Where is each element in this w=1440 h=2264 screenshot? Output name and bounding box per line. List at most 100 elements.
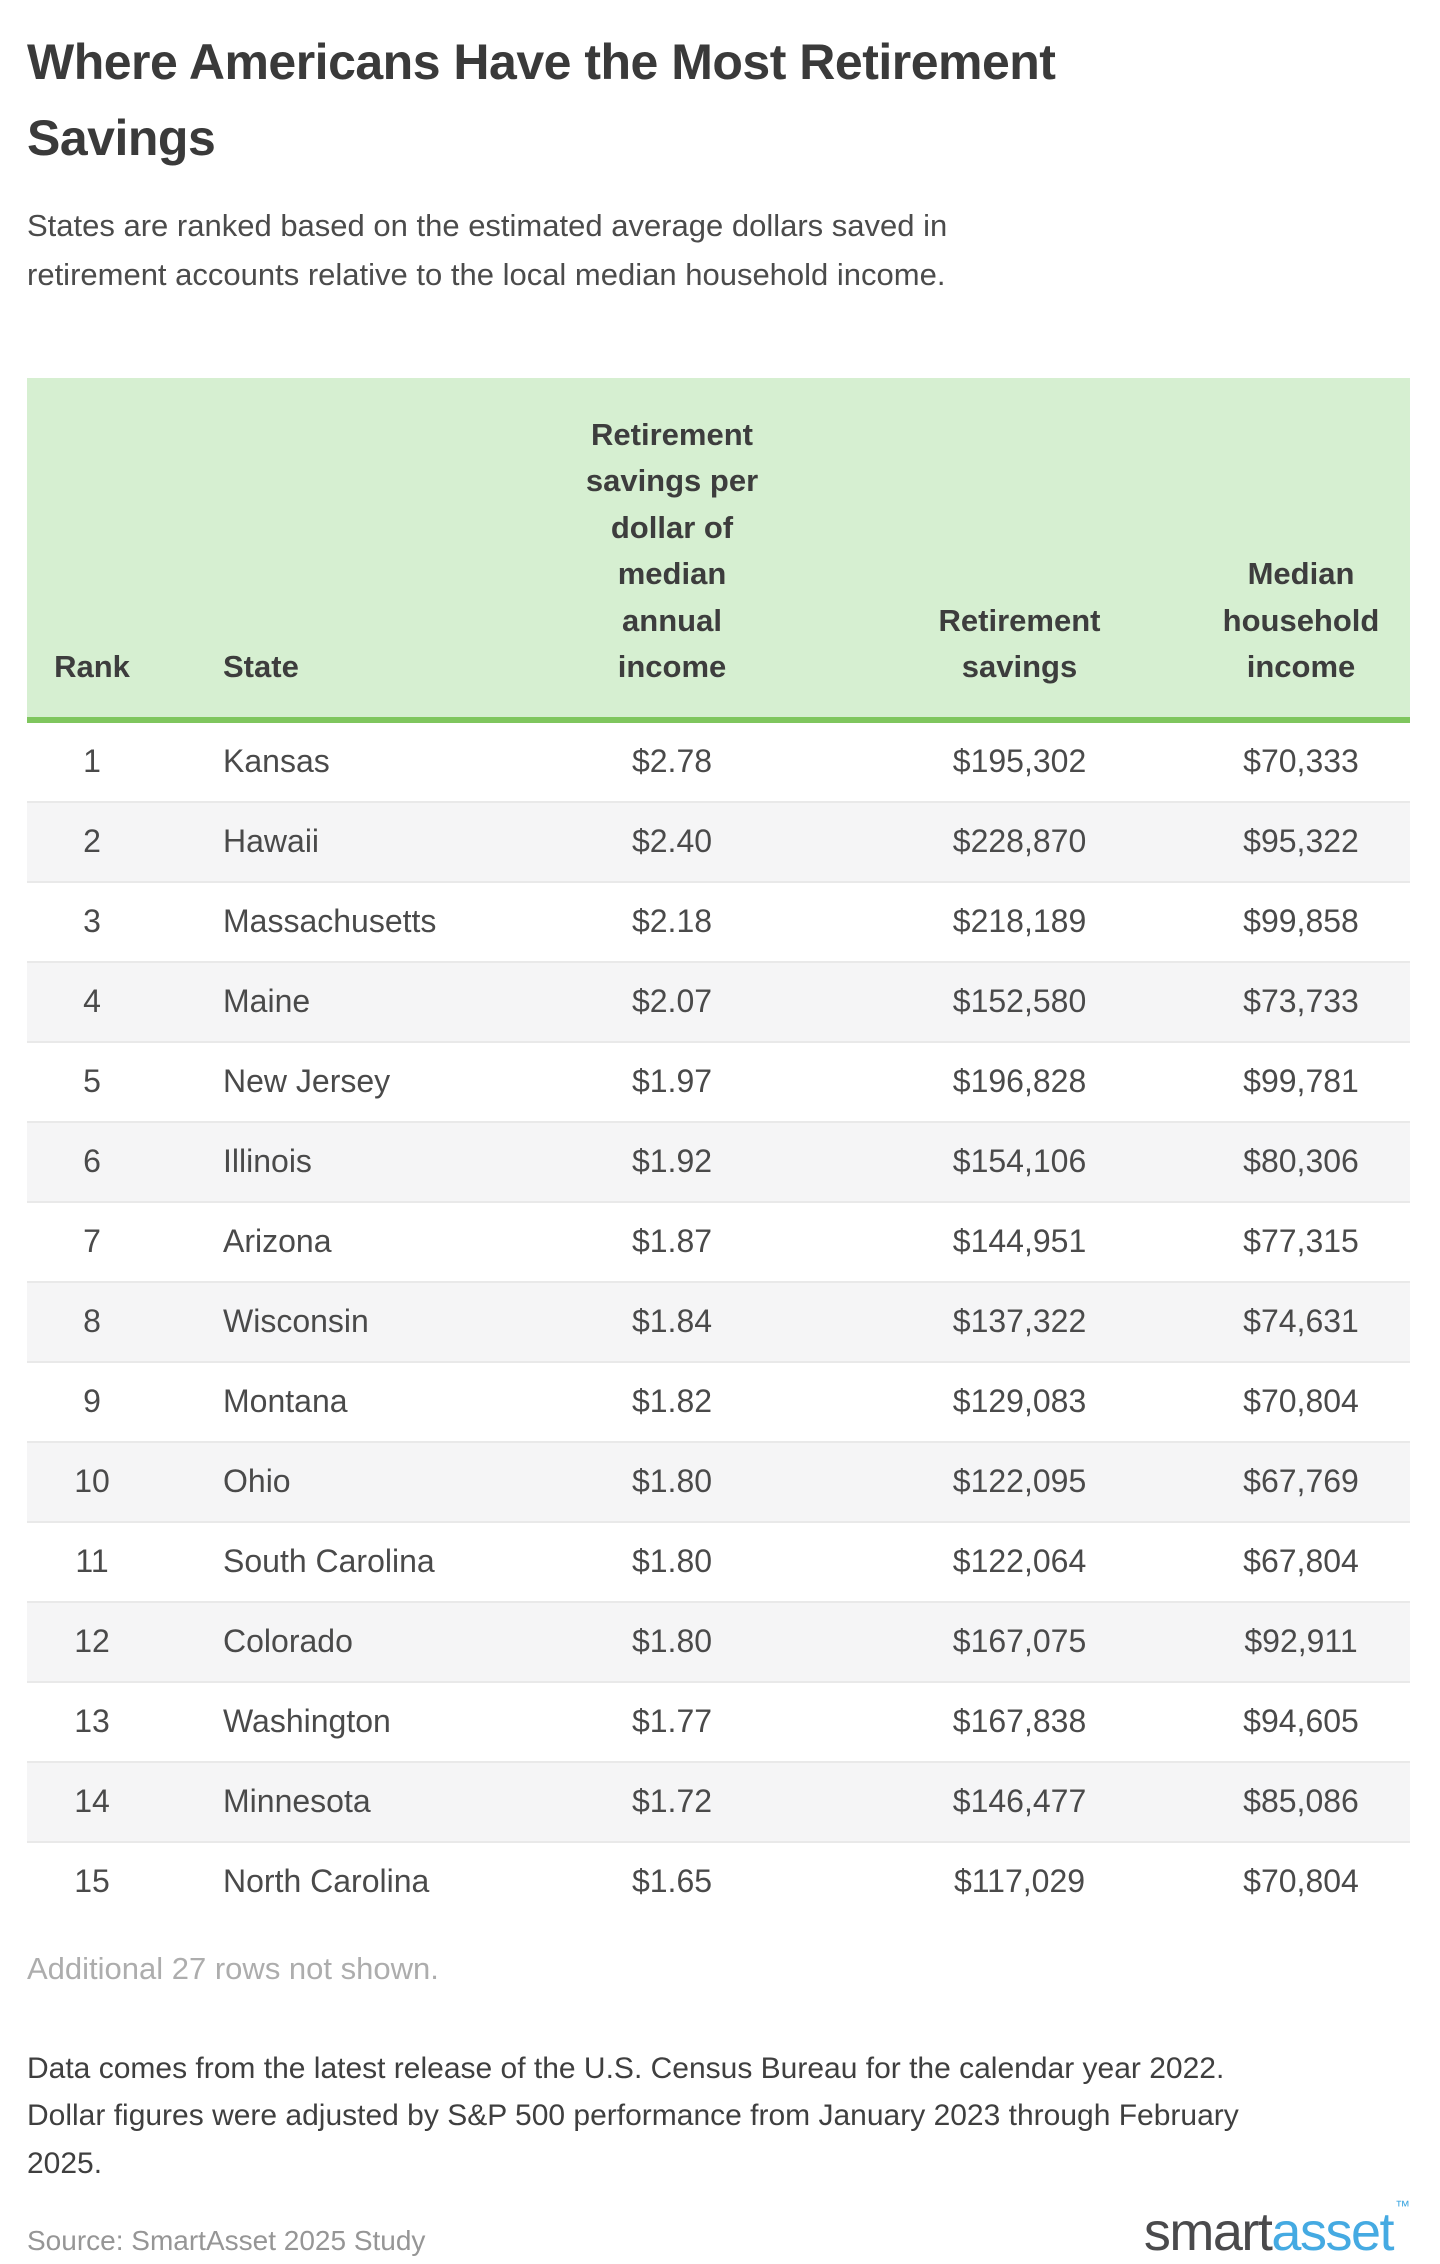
cell-rank: 10 [74,1463,110,1500]
cell-income: $70,804 [1243,1863,1359,1900]
cell-ratio: $1.65 [631,1863,713,1900]
table-row: 5 New Jersey $1.97 $196,828 $99,781 [27,1041,1410,1122]
cell-savings: $152,580 [952,983,1087,1020]
table-row: 3 Massachusetts $2.18 $218,189 $99,858 [27,881,1410,962]
cell-state: Ohio [223,1463,291,1500]
cell-income: $70,333 [1243,743,1359,780]
table-row: 4 Maine $2.07 $152,580 $73,733 [27,961,1410,1042]
rankings-table: Rank State Retirement savings per dollar… [27,377,1410,1921]
cell-ratio: $1.80 [631,1623,713,1660]
smartasset-logo: smartasset ™ [1143,2199,1410,2263]
cell-rank: 12 [74,1623,110,1660]
column-header-median-income-label: Median household income [1222,556,1380,685]
trademark-symbol: ™ [1395,2198,1410,2216]
cell-rank: 8 [83,1303,101,1340]
cell-rank: 13 [74,1703,110,1740]
logo-text-smart: smart [1143,2202,1273,2263]
cell-income: $95,322 [1243,823,1359,860]
table-header: Rank State Retirement savings per dollar… [27,377,1410,723]
table-row: 15 North Carolina $1.65 $117,029 $70,804 [27,1841,1410,1921]
cell-income: $77,315 [1243,1223,1359,1260]
table-row: 2 Hawaii $2.40 $228,870 $95,322 [27,801,1410,882]
column-header-retirement-savings: Retirement savings [847,377,1192,723]
cell-rank: 5 [83,1063,101,1100]
cell-ratio: $1.77 [631,1703,713,1740]
cell-state: Hawaii [223,823,320,860]
cell-savings: $154,106 [952,1143,1087,1180]
cell-ratio: $1.97 [631,1063,713,1100]
cell-income: $73,733 [1243,983,1359,1020]
cell-income: $94,605 [1243,1703,1359,1740]
page-title: Where Americans Have the Most Retirement… [27,34,1056,166]
cell-savings: $129,083 [952,1383,1087,1420]
cell-ratio: $1.92 [631,1143,713,1180]
column-header-retirement-savings-label: Retirement savings [938,602,1101,685]
cell-ratio: $2.18 [631,903,713,940]
cell-savings: $122,095 [952,1463,1087,1500]
table-row: 7 Arizona $1.87 $144,951 $77,315 [27,1201,1410,1282]
cell-state: Wisconsin [223,1303,369,1340]
table-body: 1 Kansas $2.78 $195,302 $70,333 2 Hawaii $2.40 $… [27,719,1410,1921]
cell-savings: $195,302 [952,743,1087,780]
cell-ratio: $1.84 [631,1303,713,1340]
footer: Source: SmartAsset 2025 Study smartasset… [27,2199,1410,2263]
cell-state: South Carolina [223,1543,435,1580]
logo-text-asset: asset [1271,2202,1394,2263]
cell-ratio: $1.80 [631,1543,713,1580]
cell-savings: $196,828 [952,1063,1087,1100]
cell-state: Illinois [223,1143,312,1180]
cell-income: $92,911 [1244,1623,1358,1660]
cell-ratio: $1.80 [631,1463,713,1500]
column-header-savings-per-dollar-label: Retirement savings per dollar of median … [585,416,759,685]
table-row: 1 Kansas $2.78 $195,302 $70,333 [27,719,1410,802]
table-row: 10 Ohio $1.80 $122,095 $67,769 [27,1441,1410,1522]
cell-savings: $167,838 [952,1703,1087,1740]
cell-rank: 1 [83,743,101,780]
cell-income: $99,781 [1243,1063,1359,1100]
cell-savings: $144,951 [952,1223,1087,1260]
table-row: 9 Montana $1.82 $129,083 $70,804 [27,1361,1410,1442]
cell-state: Minnesota [223,1783,371,1820]
table-row: 6 Illinois $1.92 $154,106 $80,306 [27,1121,1410,1202]
source-credit: Source: SmartAsset 2025 Study [27,2224,426,2256]
methodology-note: Data comes from the latest release of th… [27,2051,1239,2180]
cell-income: $67,804 [1243,1543,1359,1580]
table-row: 14 Minnesota $1.72 $146,477 $85,086 [27,1761,1410,1842]
column-header-state: State [157,377,497,723]
cell-income: $80,306 [1243,1143,1359,1180]
cell-state: Arizona [223,1223,332,1260]
cell-income: $99,858 [1243,903,1359,940]
cell-rank: 11 [75,1543,109,1580]
page-subtitle: States are ranked based on the estimated… [27,208,948,292]
table-row: 13 Washington $1.77 $167,838 $94,605 [27,1681,1410,1762]
cell-ratio: $1.87 [631,1223,713,1260]
cell-savings: $146,477 [952,1783,1087,1820]
cell-rank: 6 [83,1143,101,1180]
cell-state: North Carolina [223,1863,430,1900]
cell-income: $85,086 [1243,1783,1359,1820]
column-header-state-label: State [223,649,299,685]
cell-savings: $117,029 [953,1863,1086,1900]
cell-income: $70,804 [1243,1383,1359,1420]
cell-ratio: $1.82 [631,1383,713,1420]
cell-rank: 2 [83,823,101,860]
cell-state: New Jersey [223,1063,391,1100]
column-header-rank: Rank [27,377,157,723]
cell-ratio: $1.72 [631,1783,713,1820]
cell-state: Montana [223,1383,348,1420]
cell-rank: 9 [83,1383,101,1420]
cell-savings: $228,870 [952,823,1087,860]
cell-income: $67,769 [1243,1463,1359,1500]
column-header-savings-per-dollar: Retirement savings per dollar of median … [497,377,847,723]
cell-savings: $167,075 [952,1623,1087,1660]
cell-rank: 3 [83,903,101,940]
table-row: 8 Wisconsin $1.84 $137,322 $74,631 [27,1281,1410,1362]
column-header-rank-label: Rank [54,649,130,685]
cell-ratio: $2.40 [631,823,713,860]
additional-rows-note: Additional 27 rows not shown. [27,1950,439,1986]
cell-state: Massachusetts [223,903,437,940]
table-header-row: Rank State Retirement savings per dollar… [27,377,1410,723]
cell-state: Colorado [223,1623,353,1660]
cell-rank: 14 [74,1783,110,1820]
